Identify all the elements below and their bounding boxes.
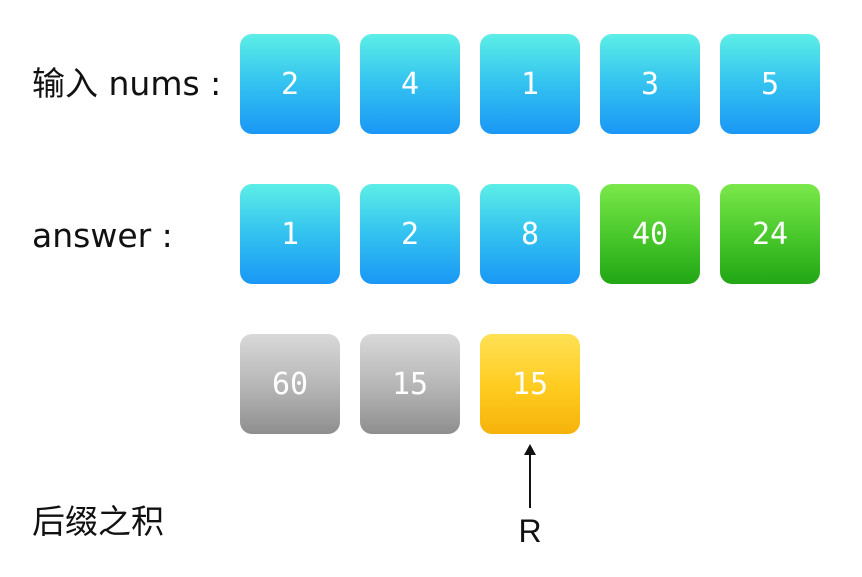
suffix-label: 后缀之积: [32, 502, 164, 541]
nums-cell-1: 4: [360, 34, 460, 134]
answer-cell-4: 24: [720, 184, 820, 284]
nums-label: 输入 nums :: [32, 64, 222, 103]
nums-cell-3: 3: [600, 34, 700, 134]
suffix-cell-0: 60: [240, 334, 340, 434]
answer-cell-2: 8: [480, 184, 580, 284]
pointer-arrowhead: [524, 444, 536, 455]
suffix-cell-1: 15: [360, 334, 460, 434]
answer-cell-1: 2: [360, 184, 460, 284]
answer-cell-3: 40: [600, 184, 700, 284]
nums-cell-2: 1: [480, 34, 580, 134]
suffix-cell-2: 15: [480, 334, 580, 434]
nums-cell-4: 5: [720, 34, 820, 134]
pointer-arrow-line: [529, 452, 531, 508]
pointer-label-r: R: [518, 513, 542, 549]
answer-label: answer :: [32, 216, 173, 255]
answer-cell-0: 1: [240, 184, 340, 284]
nums-cell-0: 2: [240, 34, 340, 134]
